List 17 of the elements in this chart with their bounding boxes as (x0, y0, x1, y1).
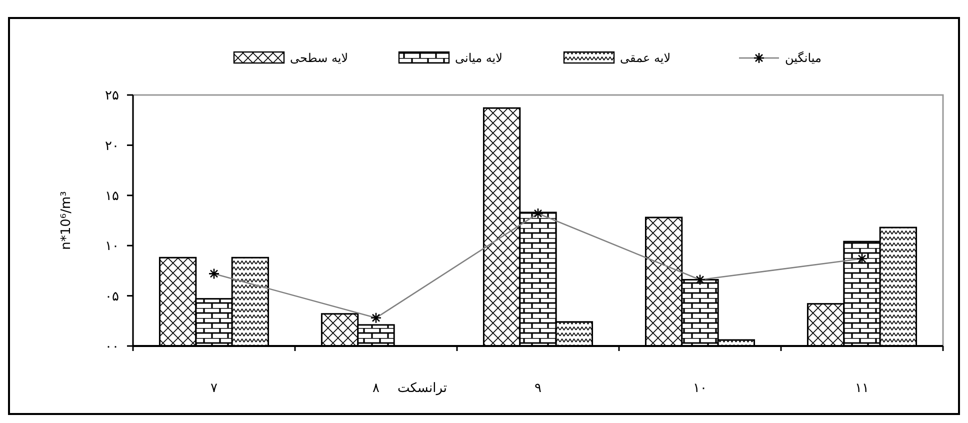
y-tick-label: ۱۵ (105, 188, 120, 204)
y-tick-label: ۱۰ (105, 239, 119, 254)
legend-label: میانگین (785, 51, 822, 66)
y-tick-label: ۰۵ (105, 289, 120, 304)
y-tick-label: ۲۵ (105, 88, 120, 104)
y-tick-label: ۰۰ (105, 340, 119, 355)
x-tick-label: ۱۰ (693, 381, 707, 396)
y-tick-label: ۲۰ (105, 138, 119, 154)
legend-label: لایه عمقی (620, 51, 671, 66)
x-tick-label: ۹ (534, 381, 542, 396)
y-axis-title: n*10⁶/m³ (59, 191, 74, 250)
legend-label: لایه میانی (455, 51, 502, 66)
x-tick-label: ۷ (210, 381, 218, 396)
x-tick-label: ۸ (372, 381, 380, 396)
legend-label: لایه سطحی (290, 51, 348, 66)
x-axis-title: ترانسکت (397, 381, 448, 396)
x-tick-label: ۱۱ (855, 381, 869, 396)
